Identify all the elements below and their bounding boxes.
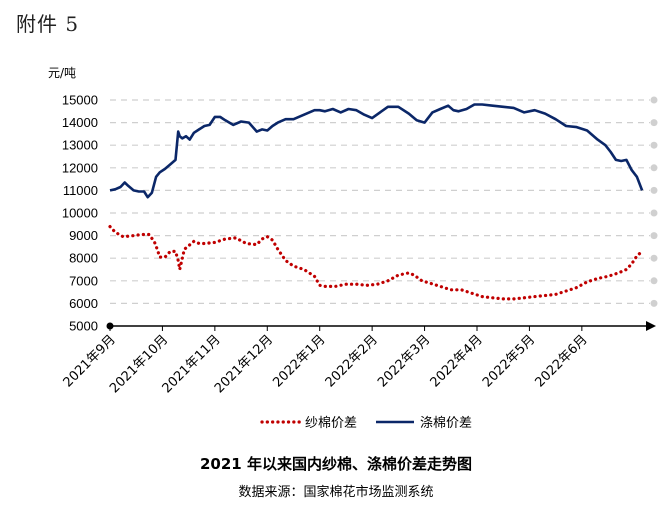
legend-label-1: 纱棉价差 <box>305 416 357 431</box>
x-axis-arrow <box>646 321 656 331</box>
series-line-1 <box>108 225 644 301</box>
x-tick-label: 2022年6月 <box>532 332 590 390</box>
grid-lines <box>110 96 658 307</box>
grid-end-marker <box>650 254 658 262</box>
y-tick-label: 5000 <box>69 319 98 334</box>
legend: 纱棉价差 涤棉价差 <box>260 416 472 431</box>
grid-end-marker <box>650 209 658 217</box>
grid-end-marker <box>650 299 658 307</box>
series-line-2 <box>109 103 644 199</box>
x-tick-label: 2022年4月 <box>428 332 486 390</box>
x-tick-label: 2022年3月 <box>375 332 433 390</box>
y-tick-label: 14000 <box>62 115 98 130</box>
y-tick-labels: 5000 6000 7000 8000 9000 10000 11000 12000 13000… <box>62 93 98 334</box>
x-tick-label: 2022年5月 <box>480 332 538 390</box>
chart-title: 2021 年以来国内纱棉、涤棉价差走势图 <box>200 455 472 473</box>
y-tick-label: 11000 <box>63 183 98 198</box>
grid-end-marker <box>650 232 658 240</box>
x-tick-labels: 2021年9月2021年10月2021年11月2021年12月2022年1月20… <box>61 332 591 396</box>
price-spread-chart: 5000 6000 7000 8000 9000 10000 11000 12000 13000… <box>48 66 658 431</box>
data-source: 数据来源：国家棉花市场监测系统 <box>238 485 434 500</box>
y-tick-label: 6000 <box>69 296 98 311</box>
series-lines <box>108 103 644 301</box>
grid-end-marker <box>650 141 658 149</box>
y-axis-unit: 元/吨 <box>48 66 76 80</box>
y-tick-label: 9000 <box>69 228 98 243</box>
grid-end-marker <box>650 164 658 172</box>
attachment-label: 附件 5 <box>16 12 80 36</box>
y-tick-label: 13000 <box>62 138 98 153</box>
legend-label-2: 涤棉价差 <box>420 416 472 431</box>
y-tick-label: 15000 <box>62 93 98 108</box>
x-tick-label: 2022年2月 <box>323 332 381 390</box>
grid-end-marker <box>650 277 658 285</box>
y-tick-label: 10000 <box>62 206 98 221</box>
grid-end-marker <box>650 119 658 127</box>
y-tick-label: 8000 <box>69 251 98 266</box>
x-tick-label: 2022年1月 <box>270 332 328 390</box>
grid-end-marker <box>650 96 658 104</box>
grid-end-marker <box>650 186 658 194</box>
x-axis <box>106 321 656 331</box>
y-tick-label: 7000 <box>69 273 98 288</box>
y-tick-label: 12000 <box>62 160 98 175</box>
